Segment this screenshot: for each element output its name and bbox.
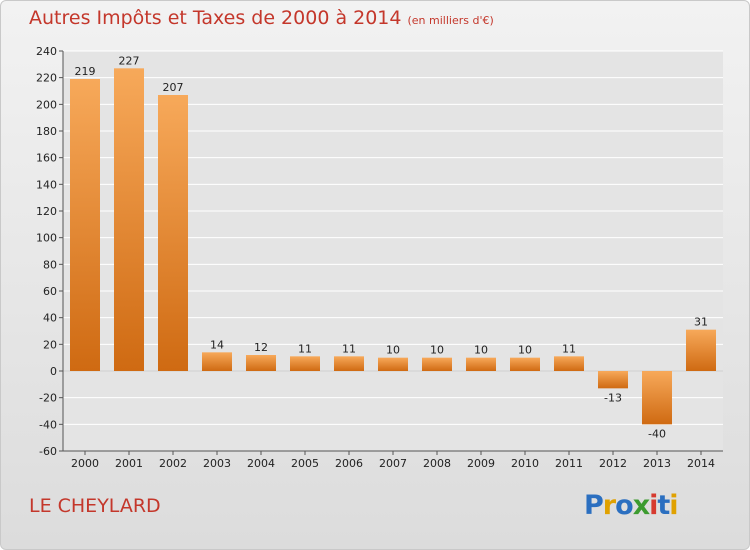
bar: [158, 95, 188, 371]
y-tick-label: 80: [43, 258, 57, 271]
logo-letter: i: [669, 490, 678, 521]
bar: [598, 371, 628, 389]
x-tick-label: 2014: [687, 457, 715, 470]
x-tick-label: 2007: [379, 457, 407, 470]
y-tick-label: 120: [36, 205, 57, 218]
y-tick-label: -40: [39, 418, 57, 431]
value-label: 10: [386, 344, 400, 357]
value-label: 11: [562, 342, 576, 355]
y-tick-label: -20: [39, 392, 57, 405]
value-label: 10: [518, 344, 532, 357]
commune-name: LE CHEYLARD: [29, 495, 161, 517]
chart-unit: (en milliers d'€): [407, 14, 494, 27]
x-tick-label: 2012: [599, 457, 627, 470]
bar: [290, 356, 320, 371]
value-label: 12: [254, 341, 268, 354]
y-tick-label: 240: [36, 45, 57, 58]
y-tick-label: 140: [36, 178, 57, 191]
y-tick-label: 200: [36, 98, 57, 111]
value-label: -13: [604, 391, 622, 404]
bar: [422, 357, 452, 371]
chart-title-block: Autres Impôts et Taxes de 2000 à 2014 (en…: [29, 7, 494, 29]
proxiti-logo: Proxiti: [584, 490, 679, 521]
logo-letter: x: [632, 490, 650, 521]
bar: [70, 79, 100, 371]
y-tick-label: 180: [36, 125, 57, 138]
logo-letter: i: [649, 490, 658, 521]
bar: [554, 356, 584, 371]
bar: [114, 68, 144, 371]
value-label: -40: [648, 427, 666, 440]
x-tick-label: 2011: [555, 457, 583, 470]
bar: [642, 371, 672, 425]
labels: -60 -40 -20 0 20 40 60 80 100 120 140 160 180 200 220 2…: [36, 45, 715, 470]
value-label: 14: [210, 338, 224, 351]
bar: [466, 357, 496, 371]
bar: [510, 357, 540, 371]
value-label: 219: [75, 65, 96, 78]
x-tick-label: 2013: [643, 457, 671, 470]
y-tick-label: 0: [50, 365, 57, 378]
x-tick-label: 2008: [423, 457, 451, 470]
x-tick-label: 2002: [159, 457, 187, 470]
y-tick-label: 100: [36, 232, 57, 245]
logo-letter: r: [602, 490, 616, 521]
bar: [334, 356, 364, 371]
bar: [246, 355, 276, 371]
y-tick-label: 60: [43, 285, 57, 298]
bars: [70, 68, 716, 425]
logo-letter: o: [615, 490, 634, 521]
y-tick-label: -60: [39, 445, 57, 458]
x-tick-label: 2009: [467, 457, 495, 470]
y-tick-label: 20: [43, 338, 57, 351]
logo-letter: P: [584, 490, 604, 521]
value-label: 10: [430, 344, 444, 357]
chart-title: Autres Impôts et Taxes de 2000 à 2014: [29, 7, 402, 29]
y-tick-label: 40: [43, 312, 57, 325]
logo-letter: t: [657, 490, 670, 521]
x-tick-label: 2001: [115, 457, 143, 470]
value-label: 31: [694, 316, 708, 329]
x-tick-label: 2006: [335, 457, 363, 470]
x-tick-label: 2005: [291, 457, 319, 470]
bar: [202, 352, 232, 371]
bar: [378, 357, 408, 371]
y-tick-label: 220: [36, 72, 57, 85]
x-tick-label: 2000: [71, 457, 99, 470]
y-tick-label: 160: [36, 152, 57, 165]
x-tick-label: 2004: [247, 457, 275, 470]
bar: [686, 329, 716, 371]
x-tick-label: 2003: [203, 457, 231, 470]
value-label: 11: [298, 342, 312, 355]
axes: [59, 50, 723, 455]
value-label: 11: [342, 342, 356, 355]
value-label: 207: [163, 81, 184, 94]
x-tick-label: 2010: [511, 457, 539, 470]
value-label: 227: [119, 54, 140, 67]
value-label: 10: [474, 344, 488, 357]
